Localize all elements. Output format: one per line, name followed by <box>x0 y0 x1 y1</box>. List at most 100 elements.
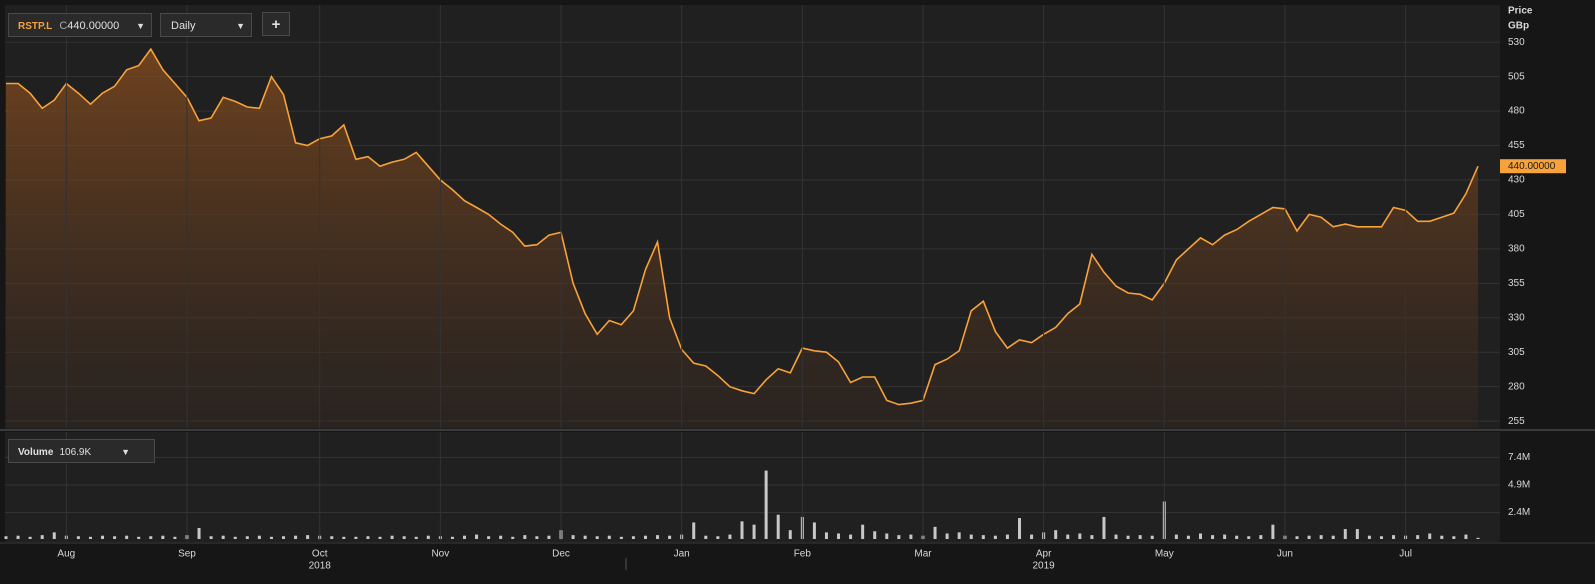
volume-bar <box>1319 535 1323 539</box>
volume-bar <box>125 535 129 539</box>
volume-bar <box>161 535 165 539</box>
y-tick-label: 330 <box>1508 312 1525 323</box>
interval-box[interactable]: Daily ▼ <box>160 13 252 37</box>
close-value: 440.00000 <box>67 20 120 32</box>
y-tick-label: 430 <box>1508 175 1525 186</box>
volume-bar <box>1066 534 1070 539</box>
volume-bar <box>1307 535 1311 539</box>
volume-bar <box>1211 535 1215 539</box>
volume-bar <box>1247 536 1251 539</box>
volume-bar <box>462 535 466 539</box>
volume-bar <box>52 532 56 539</box>
y-tick-label: 355 <box>1508 278 1525 289</box>
volume-bar <box>475 534 479 539</box>
volume-bar <box>909 534 913 539</box>
volume-bar <box>221 535 225 539</box>
y-tick-label: 455 <box>1508 140 1525 151</box>
x-tick-label: May <box>1155 549 1174 560</box>
x-tick-label: Sep <box>178 549 196 560</box>
symbol-box[interactable]: RSTP.L C440.00000 ▼ <box>8 13 152 37</box>
volume-bar <box>1030 534 1034 539</box>
volume-bar <box>414 536 418 539</box>
volume-bar <box>233 536 237 539</box>
volume-bar <box>1078 533 1082 539</box>
y-tick-label: 4.9M <box>1508 480 1530 491</box>
x-tick-label: Oct <box>312 549 328 560</box>
volume-bar <box>752 524 756 539</box>
add-button[interactable]: + <box>262 12 290 36</box>
y-tick-label: 505 <box>1508 71 1525 82</box>
volume-bar <box>1090 535 1094 539</box>
volume-bar <box>1054 530 1058 539</box>
volume-bar <box>342 536 346 539</box>
volume-bar <box>113 536 117 539</box>
volume-bar <box>897 535 901 539</box>
volume-bar <box>643 535 647 539</box>
x-tick-label: Jul <box>1399 549 1412 560</box>
volume-bar <box>607 535 611 539</box>
y-tick-label: 280 <box>1508 381 1525 392</box>
y-tick-label: 7.4M <box>1508 452 1530 463</box>
close-prefix: C <box>59 20 68 32</box>
volume-bar <box>595 536 599 539</box>
volume-bar <box>1476 537 1480 539</box>
y-tick-label: 305 <box>1508 347 1525 358</box>
y-tick-label: 480 <box>1508 106 1525 117</box>
year-label: 2019 <box>1033 561 1056 572</box>
volume-bar <box>137 536 141 539</box>
x-tick-label: Jan <box>674 549 690 560</box>
y-tick-label: 530 <box>1508 37 1525 48</box>
volume-bar <box>197 527 201 539</box>
x-tick-label: Mar <box>914 549 932 560</box>
volume-bar <box>366 536 370 539</box>
x-tick-label: Jun <box>1277 549 1293 560</box>
volume-box[interactable]: Volume 106.9K ▼ <box>8 439 155 463</box>
volume-bar <box>173 536 177 539</box>
volume-bar <box>957 532 961 539</box>
volume-bar <box>885 533 889 539</box>
volume-bar <box>873 531 877 539</box>
area-fill <box>6 49 1478 428</box>
volume-bar <box>993 535 997 539</box>
volume-bar <box>704 535 708 539</box>
volume-bar <box>740 521 744 539</box>
volume-bar <box>1440 535 1444 539</box>
volume-bar <box>1271 524 1275 539</box>
x-tick-label: Nov <box>431 549 449 560</box>
price-axis-title: Price <box>1508 6 1533 17</box>
y-tick-label: 405 <box>1508 209 1525 220</box>
volume-bar <box>1452 536 1456 539</box>
volume-bar <box>1138 535 1142 539</box>
volume-bar <box>1343 529 1347 539</box>
current-price-label: 440.00000 <box>1508 161 1556 172</box>
volume-bar <box>812 522 816 539</box>
volume-bar <box>945 533 949 539</box>
volume-bar <box>40 535 44 539</box>
volume-bar <box>88 536 92 539</box>
price-axis-unit: GBp <box>1508 21 1529 32</box>
symbol: RSTP.L <box>18 21 53 32</box>
volume-bar <box>282 536 286 539</box>
volume-bar <box>1102 516 1106 539</box>
volume-bar <box>294 535 298 539</box>
volume-bar <box>1005 534 1009 539</box>
volume-bar <box>631 536 635 539</box>
price-line <box>6 47 1479 406</box>
volume-bar <box>450 536 454 539</box>
volume-bar <box>426 535 430 539</box>
volume-bar <box>245 536 249 539</box>
x-tick-label: Dec <box>552 549 570 560</box>
volume-bar <box>76 536 80 539</box>
volume-bar <box>28 536 32 539</box>
volume-bar <box>716 536 720 539</box>
x-tick-label: Apr <box>1036 549 1052 560</box>
volume-bar <box>1126 535 1130 539</box>
volume-bar <box>1235 535 1239 539</box>
y-tick-label: 380 <box>1508 244 1525 255</box>
volume-bar <box>1295 536 1299 539</box>
volume-bar <box>1392 535 1396 539</box>
volume-bar <box>571 535 575 539</box>
volume-bar <box>1259 535 1263 539</box>
volume-panel <box>5 432 1500 542</box>
volume-bar <box>402 536 406 539</box>
